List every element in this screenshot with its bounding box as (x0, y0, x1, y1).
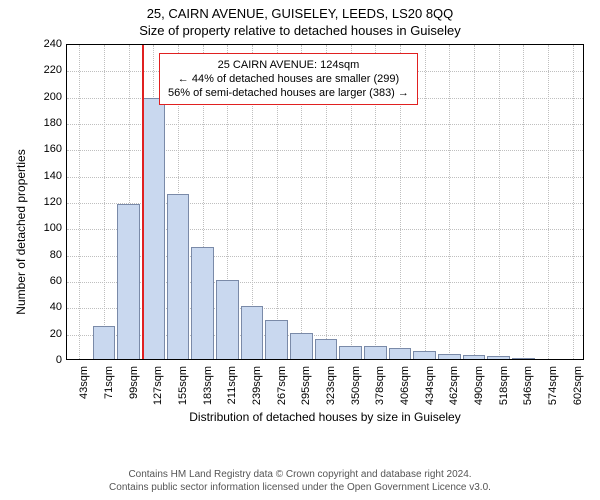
histogram-bar (117, 204, 140, 359)
histogram-bar (315, 339, 338, 359)
histogram-bar (438, 354, 461, 359)
address-title: 25, CAIRN AVENUE, GUISELEY, LEEDS, LS20 … (0, 0, 600, 21)
x-tick: 127sqm (152, 366, 164, 426)
histogram-bar (339, 346, 362, 359)
histogram-bar (191, 247, 214, 359)
y-axis-label: Number of detached properties (14, 44, 28, 420)
histogram-bar (389, 348, 412, 359)
histogram-bar (290, 333, 313, 359)
annotation-line: ← 44% of detached houses are smaller (29… (168, 72, 409, 86)
y-tick: 0 (38, 354, 62, 366)
annotation-line: 56% of semi-detached houses are larger (… (168, 86, 409, 100)
x-tick: 602sqm (572, 366, 584, 426)
histogram-bar (512, 358, 535, 359)
x-tick: 462sqm (448, 366, 460, 426)
histogram-bar (364, 346, 387, 359)
footer-line2: Contains public sector information licen… (0, 481, 600, 494)
histogram-bar (413, 351, 436, 359)
histogram-bar (241, 306, 264, 359)
y-tick: 160 (38, 143, 62, 155)
chart-area: 25 CAIRN AVENUE: 124sqm← 44% of detached… (40, 44, 584, 420)
x-tick: 183sqm (202, 366, 214, 426)
x-tick: 295sqm (300, 366, 312, 426)
histogram-bar (142, 98, 165, 359)
annotation-line: 25 CAIRN AVENUE: 124sqm (168, 58, 409, 72)
x-tick: 43sqm (78, 366, 90, 426)
chart-title: Size of property relative to detached ho… (0, 21, 600, 38)
x-tick: 378sqm (374, 366, 386, 426)
y-tick: 20 (38, 328, 62, 340)
footer-attribution: Contains HM Land Registry data © Crown c… (0, 468, 600, 494)
property-marker-line (142, 45, 144, 359)
histogram-bar (487, 356, 510, 359)
y-tick: 180 (38, 117, 62, 129)
x-tick: 99sqm (128, 366, 140, 426)
y-tick: 200 (38, 91, 62, 103)
footer-line1: Contains HM Land Registry data © Crown c… (0, 468, 600, 481)
y-tick: 220 (38, 64, 62, 76)
x-tick: 239sqm (251, 366, 263, 426)
y-tick: 40 (38, 301, 62, 313)
histogram-bar (93, 326, 116, 359)
y-tick: 100 (38, 222, 62, 234)
x-tick: 323sqm (325, 366, 337, 426)
histogram-bar (265, 320, 288, 360)
histogram-bar (216, 280, 239, 359)
y-tick: 60 (38, 275, 62, 287)
y-tick: 80 (38, 249, 62, 261)
y-tick: 140 (38, 170, 62, 182)
histogram-bar (463, 355, 486, 359)
x-tick: 434sqm (424, 366, 436, 426)
y-tick: 120 (38, 196, 62, 208)
y-tick: 240 (38, 38, 62, 50)
histogram-bar (167, 194, 190, 359)
x-tick: 267sqm (276, 366, 288, 426)
x-tick: 155sqm (177, 366, 189, 426)
x-tick: 546sqm (522, 366, 534, 426)
x-tick: 350sqm (350, 366, 362, 426)
x-tick: 211sqm (226, 366, 238, 426)
x-tick: 406sqm (399, 366, 411, 426)
x-tick: 71sqm (103, 366, 115, 426)
x-tick: 518sqm (498, 366, 510, 426)
annotation-box: 25 CAIRN AVENUE: 124sqm← 44% of detached… (159, 53, 418, 105)
x-tick: 574sqm (547, 366, 559, 426)
x-tick: 490sqm (473, 366, 485, 426)
plot-region: 25 CAIRN AVENUE: 124sqm← 44% of detached… (66, 44, 584, 360)
